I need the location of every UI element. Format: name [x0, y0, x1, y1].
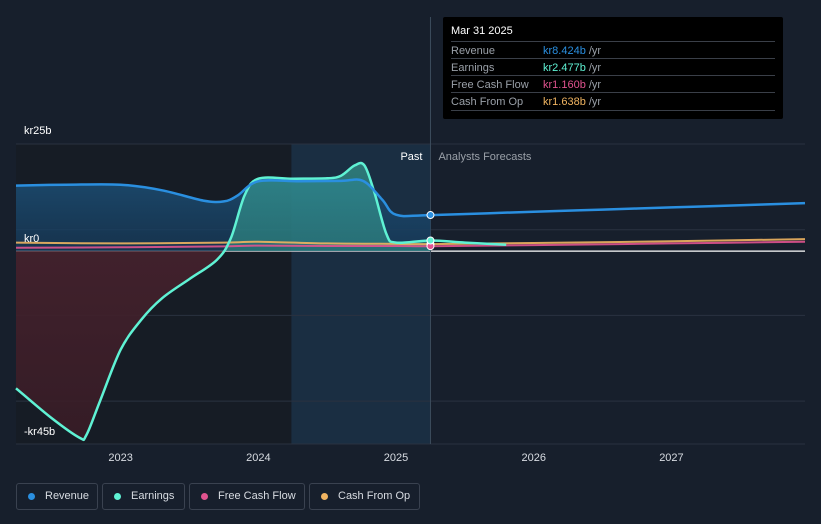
- tooltip-label: Earnings: [451, 62, 495, 74]
- legend-label: Revenue: [45, 490, 90, 502]
- revenue-line: [15, 178, 806, 218]
- tooltip-row-cash-from-op: Cash From Op kr1.638b /yr: [451, 92, 775, 111]
- tooltip-unit: /yr: [585, 79, 602, 91]
- tooltip-row-revenue: Revenue kr8.424b /yr: [451, 41, 775, 59]
- legend-dot-icon: [321, 493, 328, 500]
- x-tick-label: 2024: [246, 452, 270, 464]
- revenue-marker: [426, 211, 435, 220]
- free-cash-flow-line: [15, 240, 806, 249]
- y-tick-label-bottom: -kr45b: [24, 426, 56, 438]
- chart-svg: Past Analysts Forecasts 2023 2024 2025 2026 20…: [15, 17, 806, 464]
- earnings-area-negative: [16, 251, 431, 440]
- tooltip-value: kr1.638b: [543, 96, 586, 108]
- y-tick-label-zero: kr0: [24, 233, 40, 245]
- tooltip: Mar 31 2025 Revenue kr8.424b /yr Earning…: [443, 17, 783, 119]
- x-tick-label: 2026: [521, 452, 545, 464]
- tooltip-unit: /yr: [585, 45, 602, 57]
- earnings-area-positive: [224, 163, 431, 251]
- tooltip-row-free-cash-flow: Free Cash Flow kr1.160b /yr: [451, 75, 775, 93]
- legend-dot-icon: [28, 493, 35, 500]
- forecast-label: Analysts Forecasts: [438, 151, 531, 163]
- tooltip-unit: /yr: [585, 62, 602, 74]
- legend-item-free-cash-flow[interactable]: Free Cash Flow: [189, 483, 305, 510]
- tooltip-value: kr8.424b: [543, 45, 586, 57]
- legend-label: Free Cash Flow: [218, 490, 296, 502]
- legend-item-earnings[interactable]: Earnings: [102, 483, 185, 510]
- tooltip-row-earnings: Earnings kr2.477b /yr: [451, 58, 775, 76]
- legend-dot-icon: [114, 493, 121, 500]
- tooltip-date: Mar 31 2025: [451, 25, 513, 37]
- x-tick-label: 2027: [659, 452, 683, 464]
- tooltip-value: kr2.477b: [543, 62, 586, 74]
- legend-label: Earnings: [131, 490, 175, 502]
- tooltip-label: Free Cash Flow: [451, 79, 529, 91]
- past-label: Past: [400, 151, 422, 163]
- cash-from-op-line: [15, 238, 806, 246]
- y-tick-label-top: kr25b: [24, 125, 52, 137]
- legend-label: Cash From Op: [338, 490, 411, 502]
- x-tick-label: 2025: [384, 452, 408, 464]
- tooltip-label: Revenue: [451, 45, 496, 57]
- legend-dot-icon: [201, 493, 208, 500]
- legend-item-cash-from-op[interactable]: Cash From Op: [309, 483, 420, 510]
- legend-item-revenue[interactable]: Revenue: [16, 483, 98, 510]
- tooltip-value: kr1.160b: [543, 79, 586, 91]
- tooltip-label: Cash From Op: [451, 96, 524, 108]
- earnings-marker: [426, 236, 435, 245]
- x-tick-label: 2023: [108, 452, 132, 464]
- tooltip-unit: /yr: [585, 96, 602, 108]
